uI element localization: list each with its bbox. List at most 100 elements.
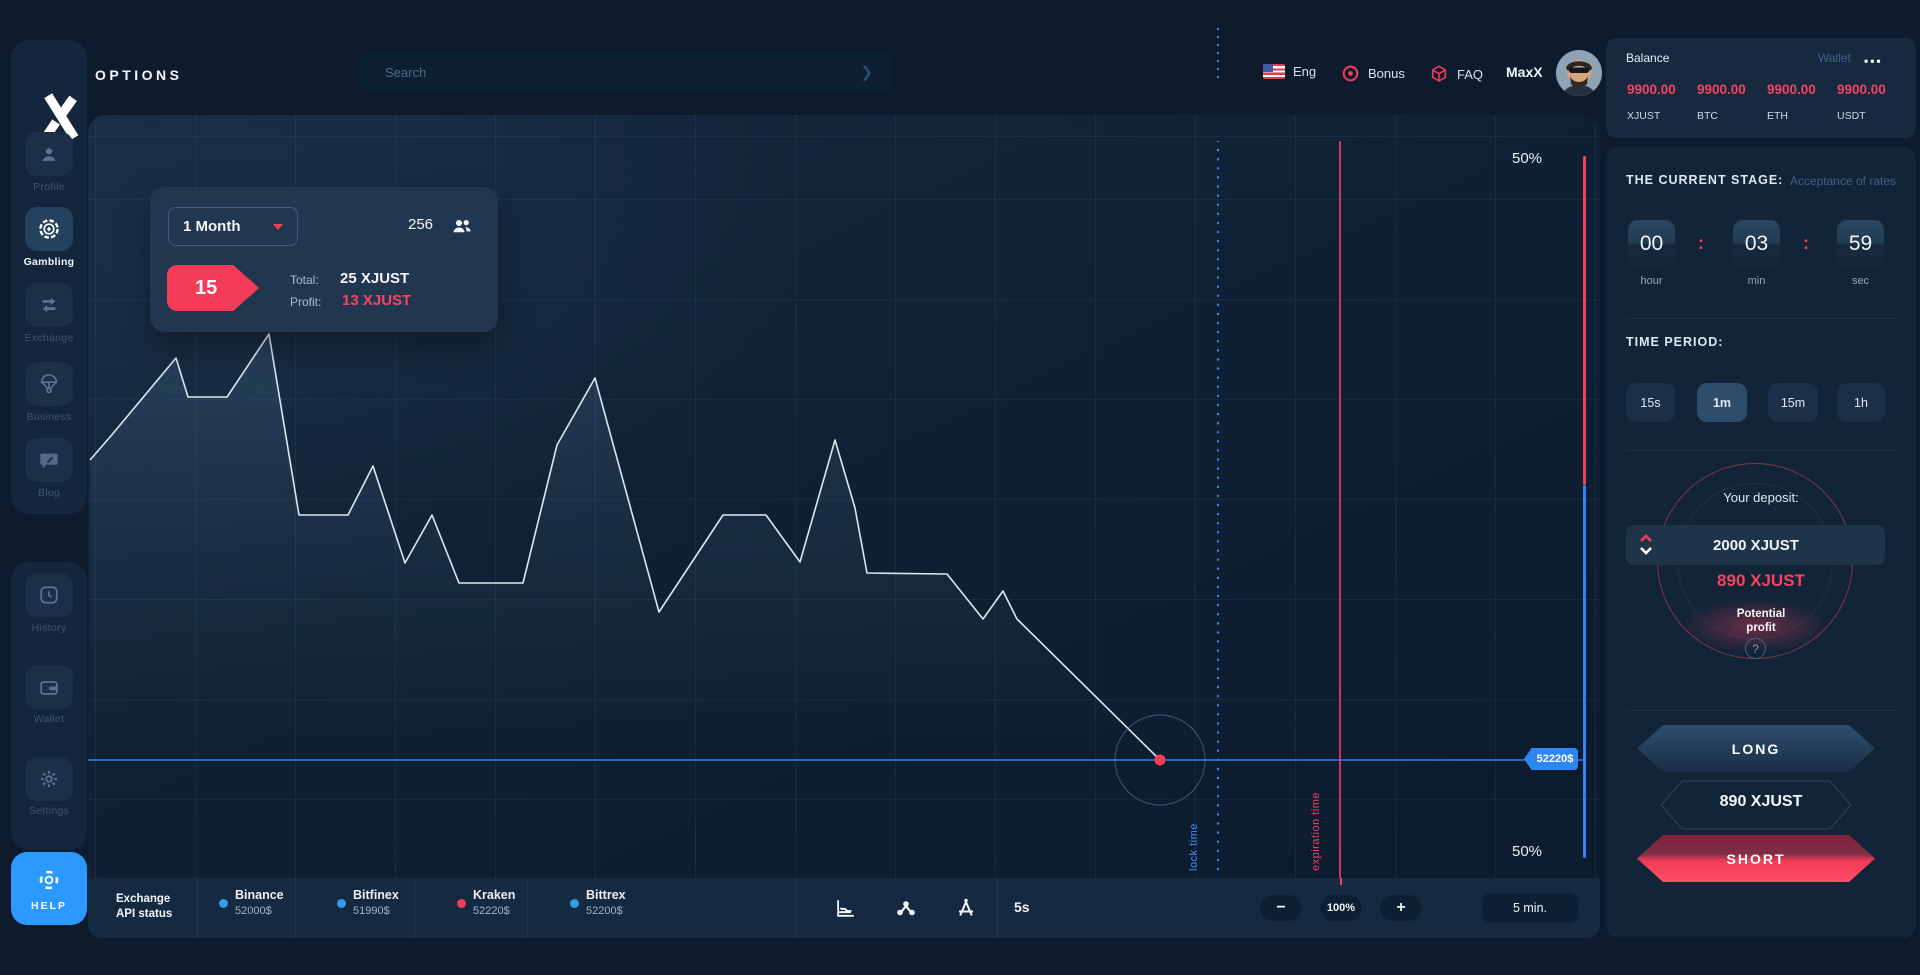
current-point-halo <box>1114 714 1206 806</box>
timeframe-dropdown[interactable]: 5 min. <box>1482 893 1578 923</box>
bottom-toolbar: Exchange API status Binance 52000$ Bitfi… <box>88 878 1600 938</box>
timer-seconds: 59 <box>1837 220 1884 268</box>
zoom-in-button[interactable]: + <box>1380 895 1422 921</box>
profile-icon <box>42 148 56 161</box>
deposit-label: Your deposit: <box>1723 490 1799 505</box>
lock-time-header-dots <box>1217 28 1219 82</box>
faq-menu-item[interactable]: FAQ <box>1429 64 1483 84</box>
search-bar[interactable]: ❯ <box>361 52 891 92</box>
deposit-amount-input[interactable] <box>1656 525 1856 565</box>
wallet-tile[interactable] <box>25 665 73 709</box>
profit-help-icon[interactable]: ? <box>1745 638 1766 659</box>
sidebar-item-label: Blog <box>37 487 61 499</box>
timer-separator: : <box>1698 233 1704 253</box>
deposit-input-box[interactable] <box>1626 525 1885 565</box>
zoom-out-button[interactable]: − <box>1260 895 1302 921</box>
business-tile[interactable] <box>25 362 73 406</box>
participants-count: 256 <box>408 216 434 233</box>
balance-currency: BTC <box>1697 110 1718 122</box>
potential-profit-caption: Potential profit <box>1736 608 1786 634</box>
time-period-1h[interactable]: 1h <box>1837 383 1885 422</box>
wallet-link[interactable]: Wallet <box>1818 51 1851 65</box>
chart-type-nodes-button[interactable] <box>892 894 920 922</box>
user-avatar[interactable] <box>1556 50 1602 96</box>
potential-profit-value: 890 XJUST <box>1717 571 1805 590</box>
blog-tile[interactable] <box>25 438 73 482</box>
drafting-compass-icon <box>959 898 973 916</box>
ellipsis-menu-icon[interactable]: ••• <box>1864 54 1883 68</box>
timer-minutes-label: min <box>1747 275 1766 287</box>
zoom-level-indicator: 100% <box>1320 895 1362 921</box>
balance-amount: 9900.00 <box>1767 82 1816 97</box>
username-label: MaxX <box>1506 64 1543 80</box>
timer-hours: 00 <box>1628 220 1675 268</box>
chevron-down-icon <box>273 223 283 230</box>
time-period-label: TIME PERIOD: <box>1626 335 1724 349</box>
balance-currency: ETH <box>1767 110 1788 122</box>
divider <box>414 878 415 938</box>
divider <box>527 878 528 938</box>
trade-panel: THE CURRENT STAGE: Acceptance of rates 0… <box>1606 147 1916 938</box>
time-period-1m[interactable]: 1m <box>1697 383 1747 422</box>
wallet-icon <box>40 681 58 695</box>
time-period-15m[interactable]: 15m <box>1768 383 1818 422</box>
sidebar-item-label: History <box>31 622 67 634</box>
time-period-15s[interactable]: 15s <box>1626 383 1675 422</box>
username[interactable]: MaxX <box>1506 64 1543 80</box>
current-price-tag: 52220$ <box>1524 748 1578 770</box>
price-chart[interactable]: 50% 50% lock time expiration time 52220$ <box>88 139 1600 880</box>
balance-currency: USDT <box>1837 110 1866 122</box>
settings-tile[interactable] <box>25 757 73 801</box>
period-dropdown[interactable]: 1 Month <box>168 207 298 246</box>
lock-time-label: lock time <box>1188 823 1200 871</box>
sidebar-item-label: Profile <box>33 181 65 193</box>
sentiment-bar-short <box>1583 156 1586 485</box>
long-button[interactable]: LONG <box>1637 725 1875 772</box>
profit-value: 13 XJUST <box>342 292 412 309</box>
lower-percent-label: 50% <box>1512 843 1543 860</box>
deposit-stepper[interactable] <box>1639 533 1653 557</box>
search-submit-chevron-icon[interactable]: ❯ <box>860 64 873 81</box>
exchange-tile[interactable] <box>25 283 73 327</box>
us-flag-icon <box>1263 64 1285 79</box>
histogram-chart-icon <box>837 900 854 917</box>
sidebar-item-label: Settings <box>28 805 70 817</box>
page-title: OPTIONS <box>95 67 183 83</box>
swap-arrows-icon <box>42 297 56 313</box>
bonus-menu-item[interactable]: Bonus <box>1341 64 1405 83</box>
expiration-time-label: expiration time <box>1310 791 1322 871</box>
chart-type-histogram-button[interactable] <box>831 894 859 922</box>
upper-percent-label: 50% <box>1512 150 1543 167</box>
help-label: HELP <box>30 900 67 912</box>
search-input[interactable] <box>361 64 861 80</box>
short-button[interactable]: SHORT <box>1637 835 1875 882</box>
bet-count-tag: 15 <box>167 265 259 311</box>
balance-amount: 9900.00 <box>1627 82 1676 97</box>
chart-type-compass-button[interactable] <box>952 894 980 922</box>
timer-seconds-label: sec <box>1851 275 1870 287</box>
chart-svg <box>88 139 1584 880</box>
profile-tile[interactable] <box>25 132 73 176</box>
divider <box>796 878 797 938</box>
bonus-label: Bonus <box>1368 66 1405 81</box>
divider <box>1626 710 1896 711</box>
divider <box>197 878 198 938</box>
stake-hexagon-outline <box>1660 780 1852 830</box>
bet-summary-card: 1 Month 256 15 Total: 25 XJUST Profit: 1… <box>150 187 498 332</box>
price-polyline <box>89 333 1161 761</box>
balance-amount: 9900.00 <box>1697 82 1746 97</box>
interval-5s-button[interactable]: 5s <box>1014 899 1030 915</box>
language-selector[interactable]: Eng <box>1263 64 1316 79</box>
gambling-tile[interactable] <box>25 207 73 251</box>
help-button[interactable]: HELP <box>11 852 87 925</box>
language-label: Eng <box>1293 64 1317 79</box>
history-tile[interactable] <box>25 573 73 617</box>
divider <box>295 878 296 938</box>
current-point-dot <box>1154 754 1166 766</box>
blog-pencil-icon <box>40 453 58 469</box>
profit-label: Profit: <box>290 295 322 309</box>
stake-value: 890 XJUST <box>1719 793 1803 810</box>
status-dot <box>570 899 579 908</box>
balance-card: Balance Wallet ••• 9900.00 9900.00 9900.… <box>1606 38 1916 138</box>
